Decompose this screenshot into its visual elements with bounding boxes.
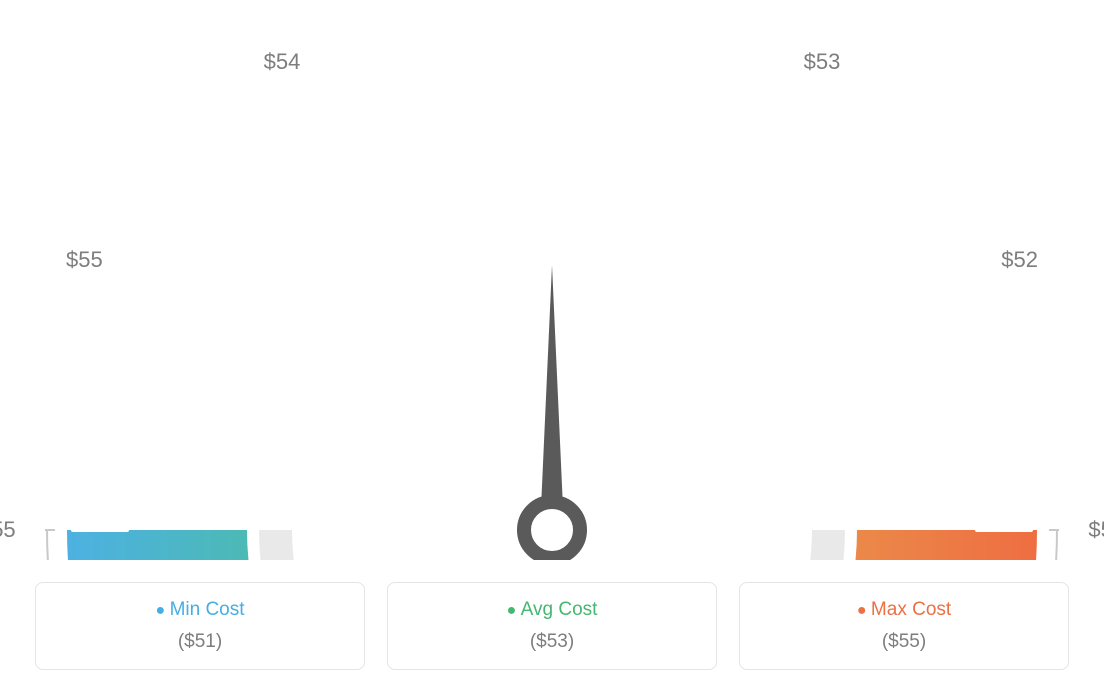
legend-avg: Avg Cost ($53)	[387, 582, 717, 670]
legend-max: Max Cost ($55)	[739, 582, 1069, 670]
legend: Min Cost ($51) Avg Cost ($53) Max Cost (…	[0, 582, 1104, 670]
cost-gauge: $51 $52 $53 $53 $54 $55 $55	[0, 0, 1104, 560]
gauge-svg	[0, 0, 1104, 560]
legend-avg-value: ($53)	[398, 631, 706, 653]
gauge-tick-label: $55	[66, 247, 103, 273]
gauge-tick-label: $53	[534, 0, 571, 3]
gauge-tick-label: $52	[1001, 247, 1038, 273]
gauge-tick-label: $53	[804, 49, 841, 75]
legend-max-label: Max Cost	[750, 599, 1058, 621]
legend-min-value: ($51)	[46, 631, 354, 653]
gauge-tick-label: $54	[264, 49, 301, 75]
gauge-tick-label: $55	[0, 517, 16, 543]
legend-avg-label: Avg Cost	[398, 599, 706, 621]
gauge-tick-label: $51	[1088, 517, 1104, 543]
legend-min: Min Cost ($51)	[35, 582, 365, 670]
legend-min-label: Min Cost	[46, 599, 354, 621]
legend-max-value: ($55)	[750, 631, 1058, 653]
